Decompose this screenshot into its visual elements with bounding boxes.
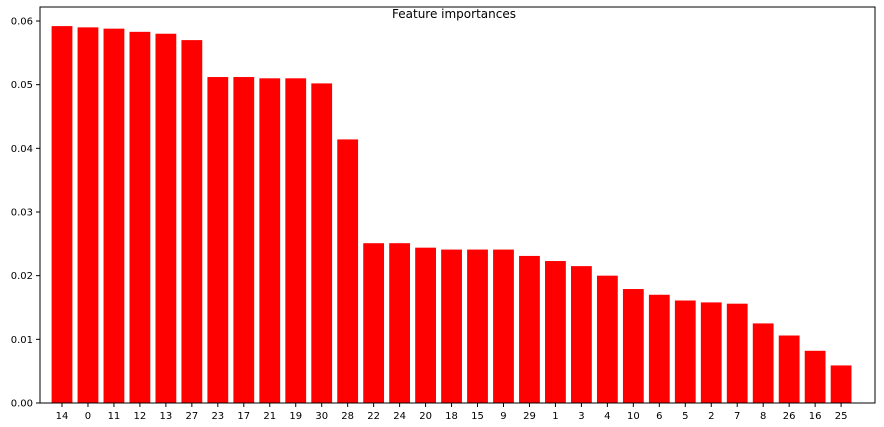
bar-feature-8 — [752, 323, 774, 403]
chart-title: Feature importances — [392, 7, 516, 21]
bar-feature-5 — [674, 300, 696, 403]
y-tick-label: 0.01 — [11, 335, 33, 346]
bar-feature-29 — [519, 255, 540, 403]
bar-feature-26 — [778, 335, 800, 403]
bar-feature-22 — [363, 243, 385, 403]
bar-feature-18 — [441, 249, 462, 403]
bar-feature-2 — [700, 302, 722, 403]
x-axis: 14 0 11 12 13 27 23 17 21 19 30 28 22 24 20 18 15 9 29 1 3 4 1… — [56, 403, 848, 422]
x-tick-label: 29 — [523, 411, 536, 422]
bar-feature-21 — [259, 78, 281, 403]
x-tick-label: 14 — [56, 411, 69, 422]
x-tick-label: 25 — [835, 411, 848, 422]
x-tick-label: 30 — [315, 411, 328, 422]
x-tick-label: 1 — [552, 411, 558, 422]
bar-feature-17 — [233, 77, 255, 403]
y-tick-label: 0.02 — [11, 271, 33, 282]
bar-feature-24 — [389, 243, 411, 403]
bar-feature-11 — [103, 28, 125, 404]
y-tick-label: 0.00 — [11, 399, 33, 410]
x-tick-label: 3 — [578, 411, 584, 422]
bar-feature-28 — [337, 139, 359, 404]
x-tick-label: 16 — [809, 411, 822, 422]
bar-feature-9 — [493, 249, 514, 403]
x-tick-label: 23 — [211, 411, 224, 422]
bar-feature-27 — [181, 40, 203, 404]
x-tick-label: 5 — [682, 411, 688, 422]
x-tick-label: 22 — [367, 411, 380, 422]
x-tick-label: 12 — [134, 411, 147, 422]
x-tick-label: 10 — [627, 411, 640, 422]
x-tick-label: 7 — [734, 411, 740, 422]
bar-feature-7 — [726, 303, 748, 403]
bar-feature-4 — [596, 275, 618, 403]
bar-feature-1 — [545, 261, 566, 403]
x-tick-label: 24 — [393, 411, 406, 422]
x-tick-label: 20 — [419, 411, 432, 422]
bars-group — [51, 26, 852, 404]
bar-feature-16 — [804, 350, 826, 403]
x-tick-label: 28 — [341, 411, 354, 422]
x-tick-label: 17 — [237, 411, 250, 422]
bar-feature-0 — [77, 27, 99, 404]
bar-feature-10 — [622, 289, 644, 403]
x-tick-label: 2 — [708, 411, 714, 422]
x-tick-label: 6 — [656, 411, 662, 422]
x-tick-label: 19 — [289, 411, 302, 422]
y-axis: 0.00 0.01 0.02 0.03 0.04 0.05 0.06 — [11, 17, 40, 410]
plot-frame — [39, 6, 876, 404]
bar-feature-23 — [207, 77, 229, 403]
bar-feature-19 — [285, 78, 307, 403]
x-tick-label: 18 — [445, 411, 458, 422]
bar-feature-15 — [467, 249, 488, 403]
x-tick-label: 11 — [108, 411, 121, 422]
x-tick-label: 26 — [783, 411, 796, 422]
x-tick-label: 13 — [160, 411, 173, 422]
x-tick-label: 15 — [471, 411, 484, 422]
bar-feature-30 — [311, 83, 333, 404]
x-tick-label: 9 — [500, 411, 506, 422]
y-tick-label: 0.04 — [11, 144, 33, 155]
x-tick-label: 27 — [185, 411, 198, 422]
bar-feature-25 — [830, 365, 852, 403]
y-tick-label: 0.03 — [11, 208, 33, 219]
y-tick-label: 0.05 — [11, 80, 33, 91]
bar-feature-3 — [571, 266, 592, 403]
y-tick-label: 0.06 — [11, 17, 33, 28]
x-tick-label: 21 — [263, 411, 276, 422]
x-tick-label: 0 — [85, 411, 91, 422]
bar-feature-6 — [648, 294, 670, 403]
bar-feature-20 — [415, 247, 436, 403]
x-tick-label: 4 — [604, 411, 610, 422]
bar-feature-12 — [129, 31, 151, 404]
x-tick-label: 8 — [760, 411, 766, 422]
bar-feature-13 — [155, 33, 177, 404]
bar-feature-14 — [51, 26, 73, 403]
